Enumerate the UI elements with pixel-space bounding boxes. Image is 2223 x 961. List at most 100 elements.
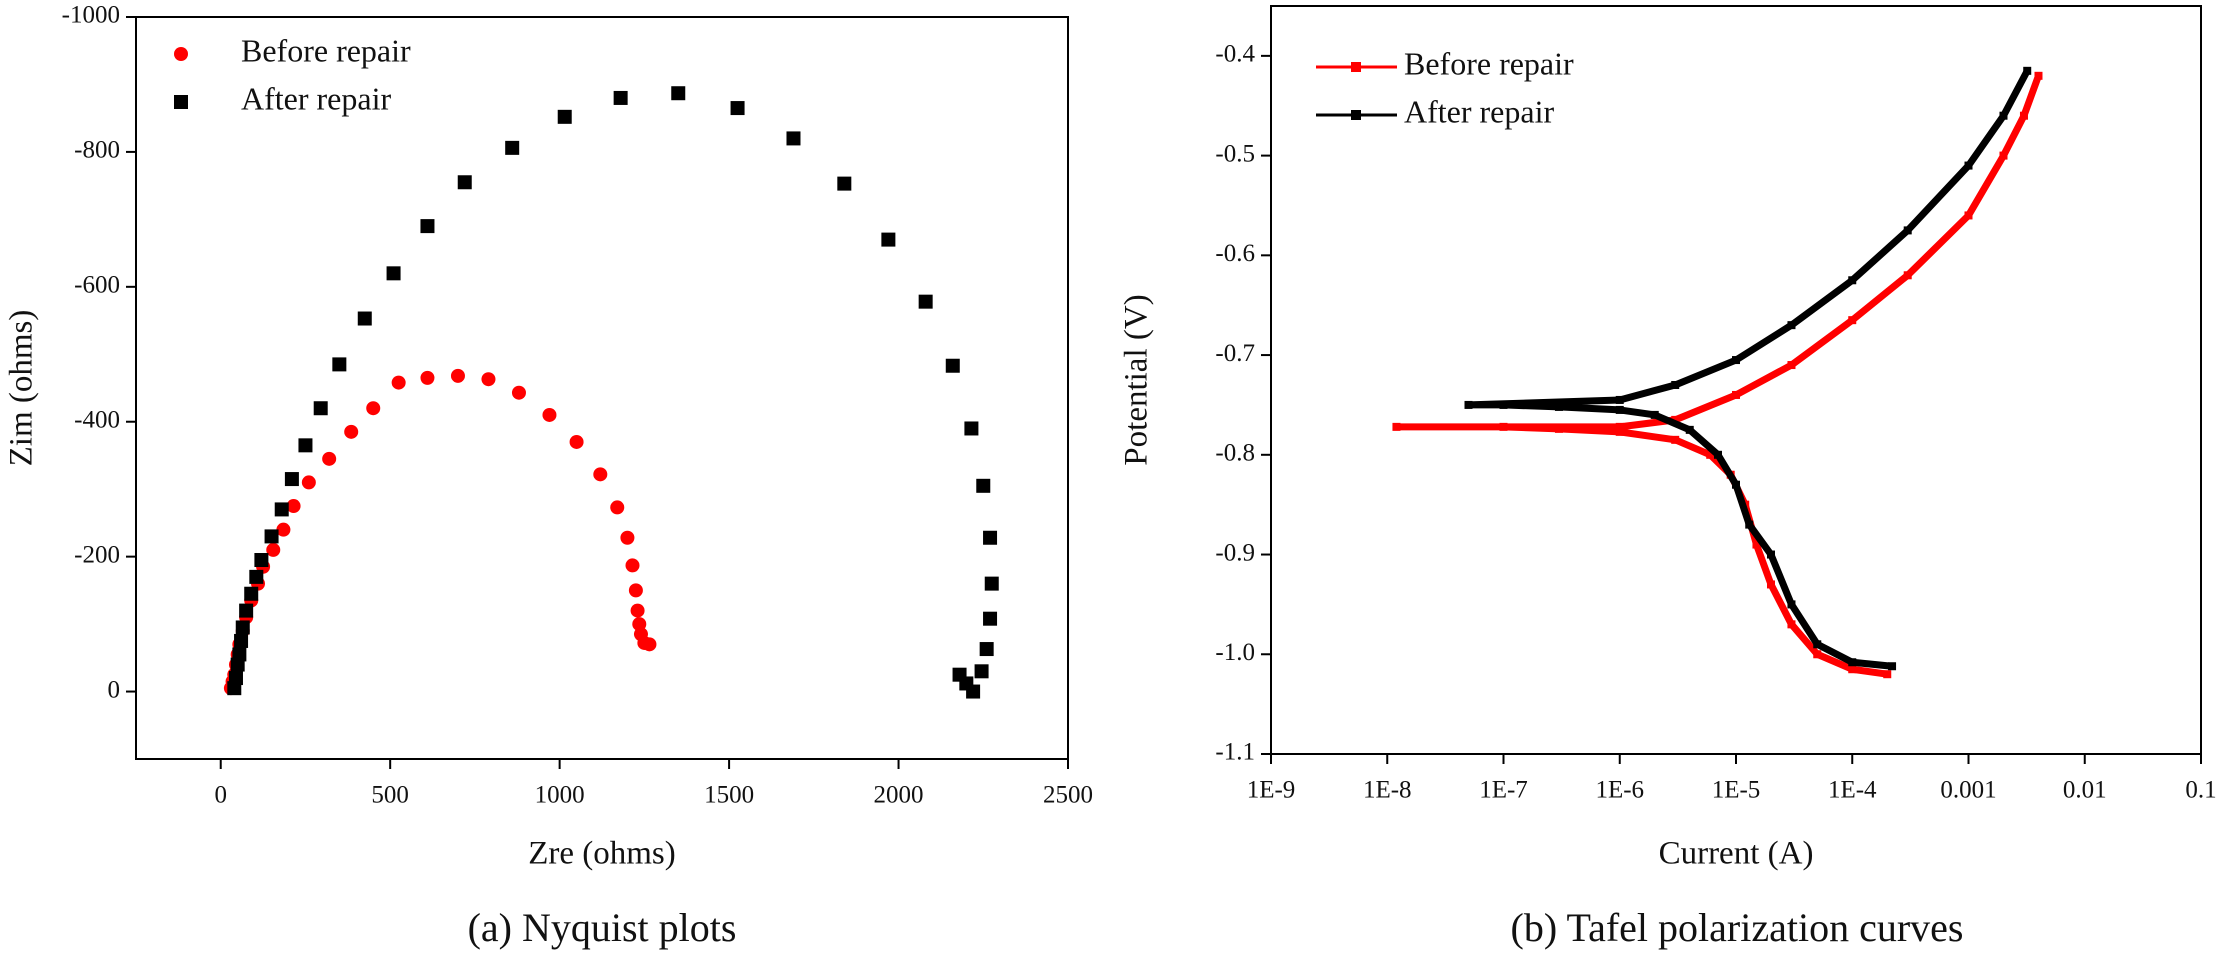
point <box>1787 620 1796 629</box>
point <box>286 499 301 514</box>
x-tick-label: 0.001 <box>1940 777 1996 804</box>
point <box>1903 226 1912 235</box>
point <box>671 86 686 101</box>
point <box>557 109 572 124</box>
point <box>1615 427 1624 436</box>
y-tick-label: -600 <box>74 272 120 299</box>
point <box>511 385 526 400</box>
series-line <box>1465 69 2031 670</box>
x-tick-label: 0.01 <box>2063 777 2107 804</box>
point <box>2023 66 2032 75</box>
point <box>249 569 264 584</box>
x-tick-label: 0.1 <box>2185 777 2216 804</box>
series-line <box>1392 74 2042 678</box>
point <box>983 530 998 545</box>
point <box>1848 658 1857 667</box>
point <box>1732 356 1740 365</box>
point <box>234 633 249 648</box>
y-tick-label: -200 <box>74 541 120 568</box>
point <box>264 529 279 544</box>
point <box>628 583 643 598</box>
legend-marker <box>174 95 188 109</box>
point <box>630 603 645 618</box>
y-tick-label: -1000 <box>62 2 120 29</box>
point <box>1706 450 1715 459</box>
point <box>420 219 435 234</box>
point <box>952 667 967 682</box>
point <box>1554 402 1563 411</box>
point <box>964 421 979 436</box>
point <box>837 176 852 191</box>
point <box>1752 540 1761 549</box>
point <box>1787 321 1796 330</box>
point <box>228 671 243 686</box>
point <box>1848 276 1857 285</box>
x-tick-label: 2000 <box>874 782 924 809</box>
point <box>974 664 989 679</box>
point <box>1615 405 1624 414</box>
x-tick-label: 1E-9 <box>1247 777 1296 804</box>
point <box>881 232 896 247</box>
y-tick-label: -0.7 <box>1215 340 1255 367</box>
point <box>322 451 337 466</box>
y-tick-label: 0 <box>108 676 121 703</box>
y-tick-label: -0.4 <box>1215 41 1255 68</box>
point <box>1745 520 1754 529</box>
point <box>266 542 281 557</box>
point <box>1671 380 1680 389</box>
point <box>391 375 406 390</box>
point <box>1499 400 1508 409</box>
x-tick-label: 1E-4 <box>1828 777 1877 804</box>
point <box>2019 111 2028 120</box>
plot-frame <box>135 16 1069 760</box>
point <box>1848 316 1857 325</box>
point <box>730 101 745 116</box>
point <box>481 372 496 387</box>
point <box>542 407 557 422</box>
point <box>593 467 608 482</box>
x-axis-label: Zre (ohms) <box>528 836 676 872</box>
legend-label: After repair <box>1404 93 1554 129</box>
point <box>276 522 291 537</box>
x-tick-label: 500 <box>371 782 409 809</box>
point <box>344 424 359 439</box>
point <box>284 472 299 487</box>
point <box>1964 211 1973 220</box>
point <box>420 370 435 385</box>
point <box>457 175 472 190</box>
point <box>979 642 994 657</box>
point <box>1787 361 1796 370</box>
point <box>642 637 657 652</box>
x-axis-label: Current (A) <box>1659 836 1814 872</box>
point <box>1499 422 1508 431</box>
point <box>450 368 465 383</box>
point <box>1787 600 1796 609</box>
y-tick-label: -1.0 <box>1215 639 1255 666</box>
y-tick-label: -1.1 <box>1215 739 1255 766</box>
legend-label: Before repair <box>241 32 411 68</box>
point <box>2034 71 2043 80</box>
point <box>357 311 372 326</box>
point <box>1713 450 1722 459</box>
point <box>1392 422 1401 431</box>
x-tick-label: 0 <box>214 782 227 809</box>
point <box>1766 580 1775 589</box>
point <box>505 140 520 155</box>
point <box>984 576 999 591</box>
x-tick-label: 1E-5 <box>1712 777 1761 804</box>
y-tick-label: -0.9 <box>1215 539 1255 566</box>
legend-label: After repair <box>241 80 391 116</box>
point <box>298 438 313 453</box>
point <box>1813 640 1822 649</box>
x-tick-label: 1E-6 <box>1595 777 1644 804</box>
point <box>569 434 584 449</box>
point <box>1888 662 1897 671</box>
x-tick-label: 1E-8 <box>1363 777 1412 804</box>
point <box>366 401 381 416</box>
point <box>1813 650 1822 659</box>
x-tick-label: 1000 <box>535 782 585 809</box>
point <box>945 358 960 373</box>
point <box>1883 670 1892 679</box>
point <box>1615 422 1624 431</box>
